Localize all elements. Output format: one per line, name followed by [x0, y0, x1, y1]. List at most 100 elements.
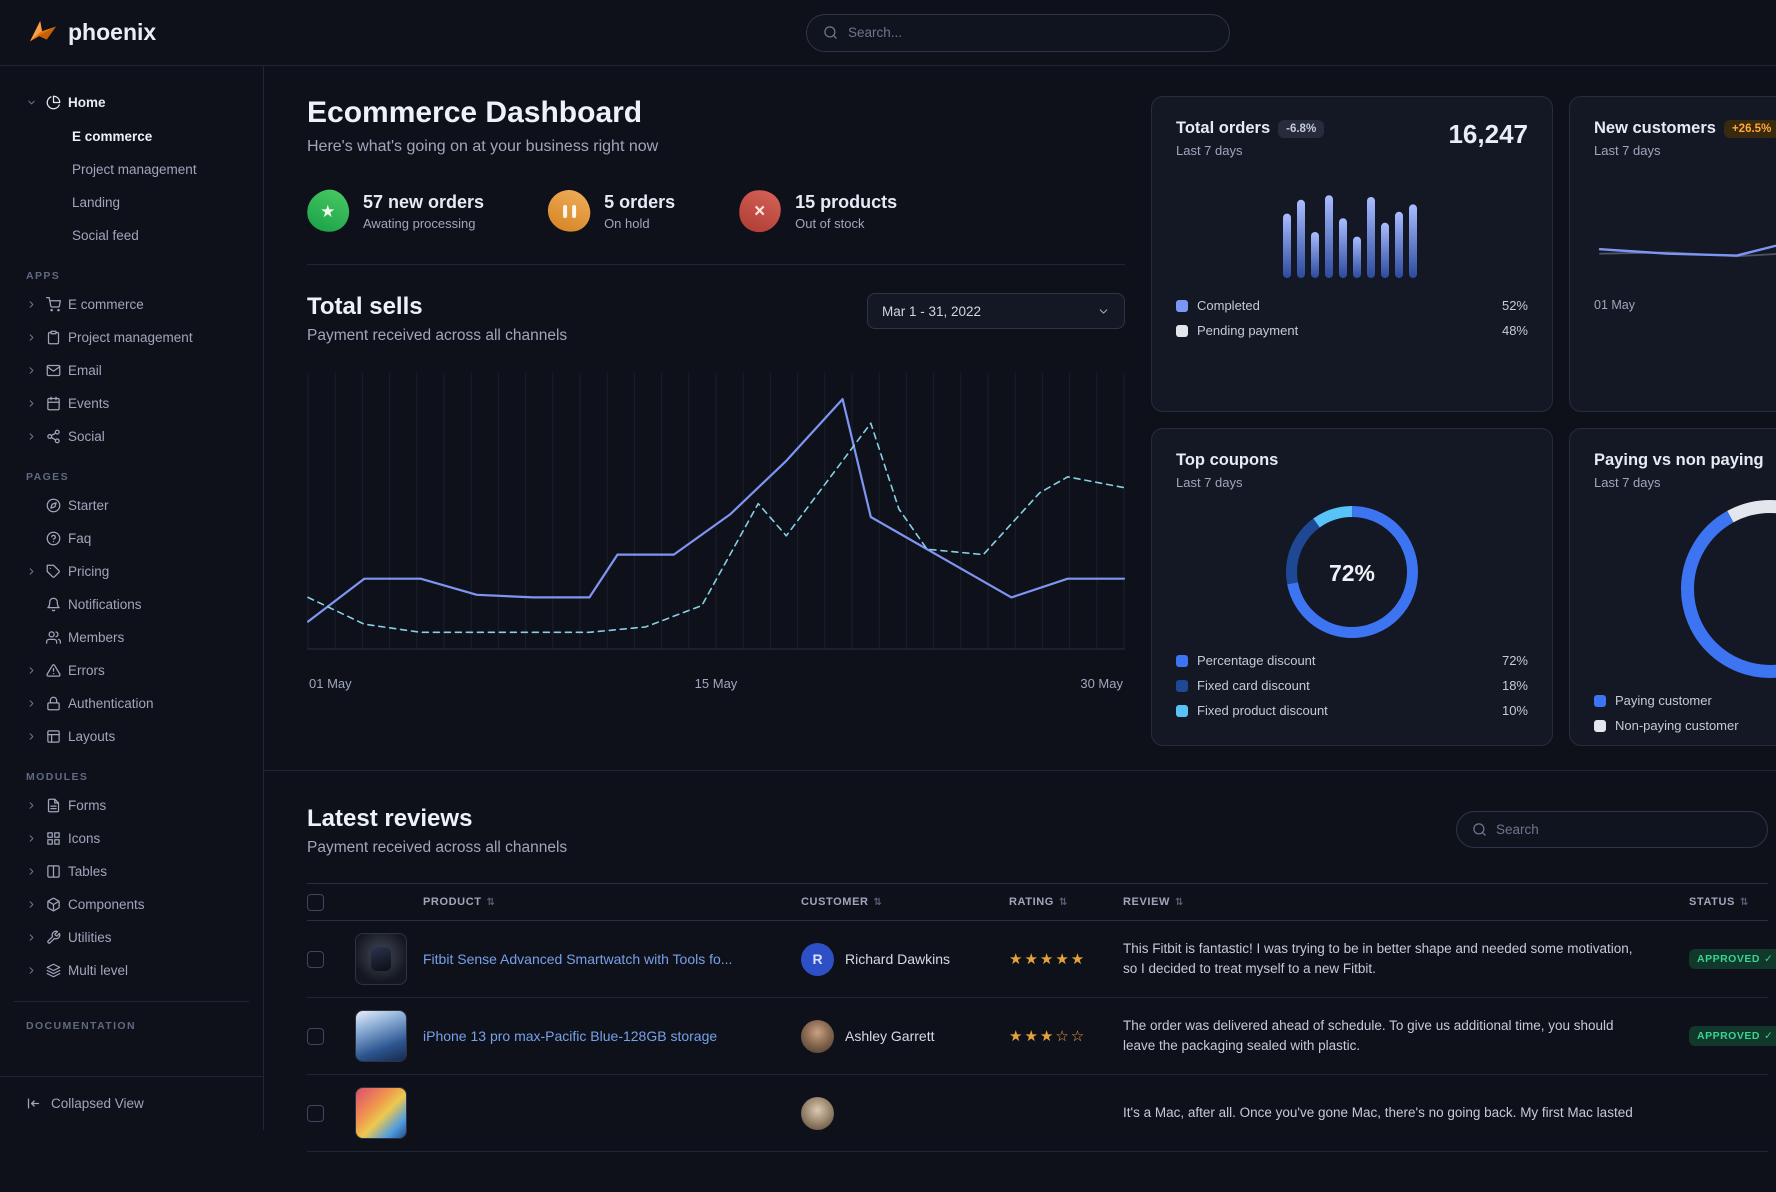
- column-header-customer[interactable]: CUSTOMER⇅: [801, 896, 1009, 908]
- help-circle-icon: [46, 531, 61, 546]
- sidebar-item-components[interactable]: Components: [12, 888, 251, 921]
- search-icon: [823, 25, 838, 40]
- sort-icon: ⇅: [487, 897, 496, 908]
- total-sells-chart: [307, 365, 1125, 665]
- sidebar-item-email[interactable]: Email: [12, 354, 251, 387]
- sidebar-subitem-social-feed[interactable]: Social feed: [12, 219, 251, 252]
- sidebar-item-icons[interactable]: Icons: [12, 822, 251, 855]
- legend-swatch: [1594, 720, 1606, 732]
- sidebar-subitem-project-management[interactable]: Project management: [12, 153, 251, 186]
- column-header-review[interactable]: REVIEW⇅: [1123, 896, 1689, 908]
- sidebar-subitem-e-commerce[interactable]: E commerce: [12, 120, 251, 153]
- date-range-select[interactable]: Mar 1 - 31, 2022: [867, 293, 1125, 329]
- total-sells-title: Total sells: [307, 293, 567, 321]
- total-orders-bar-chart: [1277, 174, 1427, 286]
- chevron-right-icon: [26, 965, 37, 976]
- row-checkbox[interactable]: [307, 1028, 324, 1045]
- sidebar-item-social[interactable]: Social: [12, 420, 251, 453]
- users-icon: [46, 630, 61, 645]
- card-title: Paying vs non paying: [1594, 451, 1764, 469]
- bell-icon: [46, 597, 61, 612]
- chevron-right-icon: [26, 332, 37, 343]
- sidebar-section-pages: PAGES: [26, 471, 251, 483]
- product-thumbnail[interactable]: [355, 1087, 407, 1139]
- sidebar-item-events[interactable]: Events: [12, 387, 251, 420]
- chevron-right-icon: [26, 665, 37, 676]
- delta-badge: -6.8%: [1278, 120, 1324, 138]
- main-content: Ecommerce Dashboard Here's what's going …: [264, 66, 1776, 1192]
- card-period: Last 7 days: [1594, 475, 1764, 490]
- sort-icon: ⇅: [874, 897, 883, 908]
- sidebar-item-e-commerce[interactable]: E commerce: [12, 288, 251, 321]
- sidebar-item-utilities[interactable]: Utilities: [12, 921, 251, 954]
- chevron-right-icon: [26, 299, 37, 310]
- product-link[interactable]: Fitbit Sense Advanced Smartwatch with To…: [423, 951, 732, 967]
- sidebar-item-forms[interactable]: Forms: [12, 789, 251, 822]
- row-checkbox[interactable]: [307, 951, 324, 968]
- brand-name: phoenix: [68, 19, 156, 46]
- column-header-rating[interactable]: RATING⇅: [1009, 896, 1123, 908]
- page-subtitle: Here's what's going on at your business …: [307, 138, 1125, 156]
- reviews-search-input[interactable]: [1496, 822, 1752, 837]
- package-icon: [46, 897, 61, 912]
- column-header-status[interactable]: STATUS⇅: [1689, 896, 1768, 908]
- total-orders-value: 16,247: [1448, 119, 1528, 150]
- sidebar-item-project-management[interactable]: Project management: [12, 321, 251, 354]
- sidebar-item-tables[interactable]: Tables: [12, 855, 251, 888]
- product-link[interactable]: iPhone 13 pro max-Pacific Blue-128GB sto…: [423, 1028, 717, 1044]
- columns-icon: [46, 864, 61, 879]
- date-range-value: Mar 1 - 31, 2022: [882, 304, 981, 319]
- star-icon: ★: [304, 187, 353, 236]
- reviews-search[interactable]: [1456, 811, 1768, 848]
- card-period: Last 7 days: [1594, 143, 1776, 158]
- sidebar-item-authentication[interactable]: Authentication: [12, 687, 251, 720]
- product-thumbnail[interactable]: [355, 1010, 407, 1062]
- row-checkbox[interactable]: [307, 1105, 324, 1122]
- chevron-right-icon: [26, 566, 37, 577]
- rating-stars: ★★★☆☆: [1009, 1027, 1123, 1045]
- sidebar-item-pricing[interactable]: Pricing: [12, 555, 251, 588]
- sort-icon: ⇅: [1059, 897, 1068, 908]
- legend-swatch: [1176, 325, 1188, 337]
- stat-value: 15 products: [795, 192, 897, 213]
- mail-icon: [46, 363, 61, 378]
- chevron-right-icon: [26, 899, 37, 910]
- sidebar-item-starter[interactable]: Starter: [12, 489, 251, 522]
- brand[interactable]: phoenix: [0, 18, 156, 48]
- sidebar-subitem-landing[interactable]: Landing: [12, 186, 251, 219]
- sort-icon: ⇅: [1740, 897, 1749, 908]
- check-icon: ✓: [1764, 953, 1773, 965]
- sidebar-item-home[interactable]: Home: [12, 84, 251, 120]
- card-period: Last 7 days: [1176, 143, 1324, 158]
- legend-swatch: [1176, 705, 1188, 717]
- sidebar-item-errors[interactable]: Errors: [12, 654, 251, 687]
- stat-caption: Awating processing: [363, 216, 484, 231]
- alert-triangle-icon: [46, 663, 61, 678]
- chevron-down-icon: [26, 97, 37, 108]
- sort-icon: ⇅: [1175, 897, 1184, 908]
- collapsed-view-toggle[interactable]: Collapsed View: [0, 1076, 263, 1130]
- select-all-checkbox[interactable]: [307, 894, 324, 911]
- sidebar-item-faq[interactable]: Faq: [12, 522, 251, 555]
- layout-icon: [46, 729, 61, 744]
- product-thumbnail[interactable]: [355, 933, 407, 985]
- card-top-coupons: Top coupons Last 7 days 72% Percentage d…: [1151, 428, 1553, 746]
- table-row: iPhone 13 pro max-Pacific Blue-128GB sto…: [307, 998, 1768, 1075]
- card-title: New customers: [1594, 119, 1716, 137]
- legend-swatch: [1176, 655, 1188, 667]
- column-header-product[interactable]: PRODUCT⇅: [423, 896, 801, 908]
- sidebar-item-notifications[interactable]: Notifications: [12, 588, 251, 621]
- calendar-icon: [46, 396, 61, 411]
- sidebar-section-apps: APPS: [26, 270, 251, 282]
- navbar-search-input[interactable]: [848, 25, 1213, 40]
- navbar-search[interactable]: [806, 14, 1230, 52]
- sidebar-item-layouts[interactable]: Layouts: [12, 720, 251, 753]
- share-icon: [46, 429, 61, 444]
- sidebar-item-members[interactable]: Members: [12, 621, 251, 654]
- sidebar-item-multi-level[interactable]: Multi level: [12, 954, 251, 987]
- tool-icon: [46, 930, 61, 945]
